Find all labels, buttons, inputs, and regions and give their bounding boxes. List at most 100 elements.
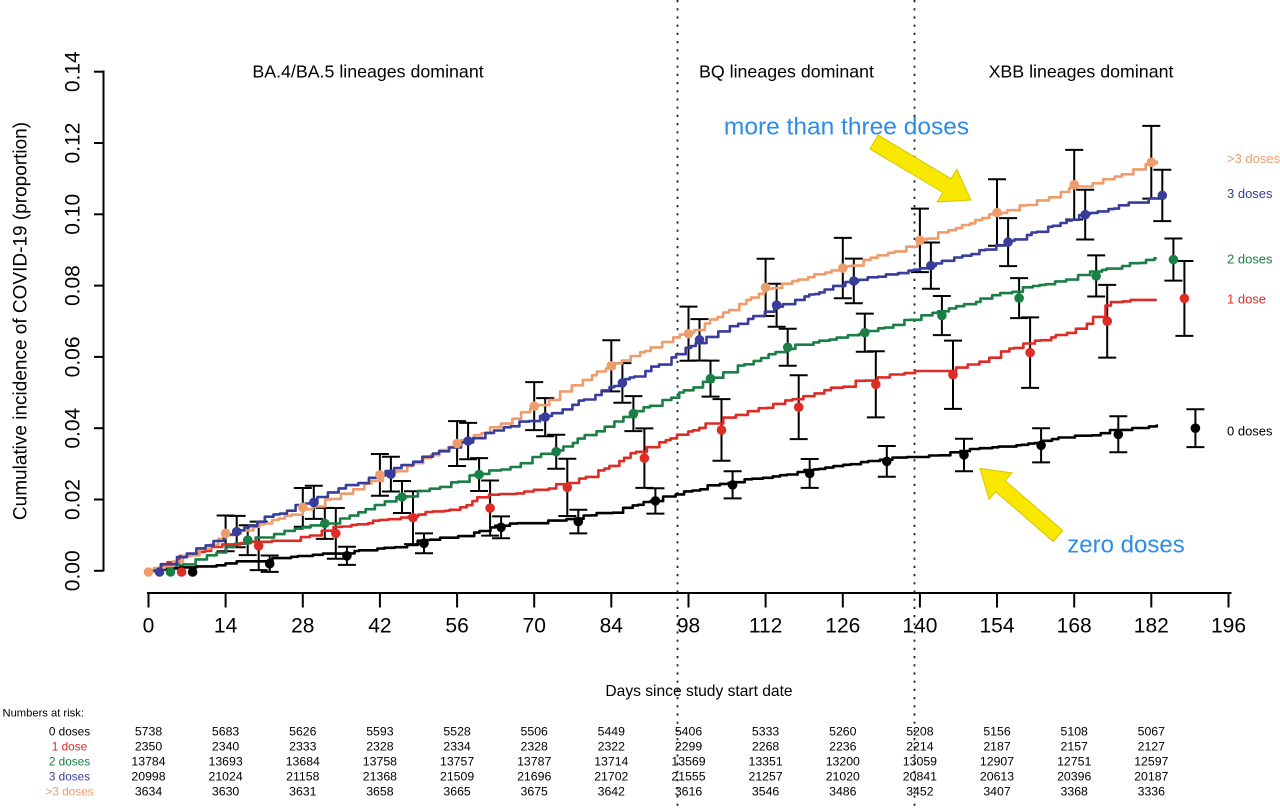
svg-text:3658: 3658 <box>366 785 394 799</box>
svg-text:3546: 3546 <box>752 785 780 799</box>
svg-text:5626: 5626 <box>289 725 317 739</box>
svg-text:168: 168 <box>1057 615 1092 638</box>
svg-text:13569: 13569 <box>671 755 705 769</box>
svg-text:1 dose: 1 dose <box>52 740 88 754</box>
svg-text:3452: 3452 <box>906 785 934 799</box>
svg-text:5683: 5683 <box>212 725 240 739</box>
svg-text:3675: 3675 <box>521 785 549 799</box>
svg-text:20841: 20841 <box>903 770 937 784</box>
svg-text:3630: 3630 <box>212 785 240 799</box>
svg-text:2268: 2268 <box>752 740 780 754</box>
svg-text:1 dose: 1 dose <box>1227 292 1266 307</box>
svg-text:XBB lineages dominant: XBB lineages dominant <box>989 62 1174 82</box>
svg-text:14: 14 <box>214 615 238 638</box>
svg-text:5449: 5449 <box>598 725 626 739</box>
svg-text:140: 140 <box>902 615 937 638</box>
svg-text:3634: 3634 <box>135 785 163 799</box>
svg-text:5208: 5208 <box>906 725 934 739</box>
svg-text:13693: 13693 <box>208 755 242 769</box>
svg-text:12751: 12751 <box>1057 755 1091 769</box>
svg-text:5108: 5108 <box>1061 725 1089 739</box>
svg-text:2334: 2334 <box>443 740 471 754</box>
svg-text:3407: 3407 <box>983 785 1011 799</box>
svg-text:zero doses: zero doses <box>1067 532 1184 559</box>
svg-text:5156: 5156 <box>983 725 1011 739</box>
svg-text:5406: 5406 <box>675 725 703 739</box>
svg-text:12597: 12597 <box>1134 755 1168 769</box>
svg-text:182: 182 <box>1134 615 1169 638</box>
svg-text:28: 28 <box>291 615 314 638</box>
svg-text:13784: 13784 <box>131 755 165 769</box>
svg-text:0.06: 0.06 <box>62 336 85 377</box>
svg-text:2187: 2187 <box>983 740 1011 754</box>
svg-text:98: 98 <box>677 615 700 638</box>
svg-text:2127: 2127 <box>1138 740 1166 754</box>
svg-text:5738: 5738 <box>135 725 163 739</box>
svg-text:5506: 5506 <box>521 725 549 739</box>
svg-text:21158: 21158 <box>286 770 319 784</box>
svg-text:21020: 21020 <box>826 770 860 784</box>
svg-text:70: 70 <box>523 615 546 638</box>
svg-text:2350: 2350 <box>135 740 163 754</box>
svg-text:13758: 13758 <box>363 755 397 769</box>
svg-text:5333: 5333 <box>752 725 780 739</box>
svg-text:0.12: 0.12 <box>62 123 85 164</box>
svg-text:84: 84 <box>600 615 624 638</box>
svg-text:2236: 2236 <box>829 740 857 754</box>
svg-text:3631: 3631 <box>289 785 317 799</box>
svg-text:21509: 21509 <box>440 770 474 784</box>
svg-text:0.08: 0.08 <box>62 265 85 306</box>
svg-text:13059: 13059 <box>903 755 937 769</box>
svg-text:13757: 13757 <box>440 755 474 769</box>
svg-text:2 doses: 2 doses <box>49 755 90 769</box>
svg-text:20187: 20187 <box>1134 770 1168 784</box>
svg-text:0.04: 0.04 <box>62 407 85 448</box>
svg-text:BQ lineages dominant: BQ lineages dominant <box>699 62 874 82</box>
svg-text:5067: 5067 <box>1138 725 1166 739</box>
svg-text:20998: 20998 <box>131 770 165 784</box>
svg-text:0.00: 0.00 <box>62 550 85 591</box>
svg-text:>3 doses: >3 doses <box>1227 151 1280 166</box>
svg-text:21702: 21702 <box>594 770 628 784</box>
svg-text:13684: 13684 <box>286 755 320 769</box>
svg-text:3642: 3642 <box>598 785 626 799</box>
svg-text:112: 112 <box>749 615 782 638</box>
svg-text:2214: 2214 <box>906 740 934 754</box>
svg-text:42: 42 <box>368 615 391 638</box>
svg-text:126: 126 <box>825 615 860 638</box>
svg-text:0.02: 0.02 <box>62 479 85 520</box>
svg-text:2 doses: 2 doses <box>1227 251 1273 266</box>
svg-text:3336: 3336 <box>1138 785 1166 799</box>
svg-text:>3 doses: >3 doses <box>45 785 93 799</box>
svg-text:21257: 21257 <box>748 770 782 784</box>
svg-text:154: 154 <box>979 615 1014 638</box>
svg-text:0.10: 0.10 <box>62 194 85 235</box>
svg-text:Cumulative incidence of COVID-: Cumulative incidence of COVID-19 (propor… <box>11 122 32 520</box>
svg-text:3 doses: 3 doses <box>49 770 90 784</box>
svg-text:13200: 13200 <box>826 755 860 769</box>
svg-text:21696: 21696 <box>517 770 551 784</box>
svg-text:3616: 3616 <box>675 785 703 799</box>
svg-text:BA.4/BA.5 lineages dominant: BA.4/BA.5 lineages dominant <box>252 62 483 82</box>
svg-text:2333: 2333 <box>289 740 317 754</box>
svg-text:2322: 2322 <box>598 740 626 754</box>
svg-text:196: 196 <box>1211 615 1246 638</box>
svg-text:3 doses: 3 doses <box>1227 186 1273 201</box>
svg-text:more than three doses: more than three doses <box>724 114 969 141</box>
svg-text:0 doses: 0 doses <box>49 725 90 739</box>
svg-text:5528: 5528 <box>443 725 471 739</box>
svg-text:2328: 2328 <box>366 740 394 754</box>
svg-text:20396: 20396 <box>1057 770 1091 784</box>
svg-text:3486: 3486 <box>829 785 857 799</box>
svg-text:21024: 21024 <box>208 770 242 784</box>
svg-text:3665: 3665 <box>443 785 471 799</box>
svg-text:0.14: 0.14 <box>62 51 85 92</box>
svg-text:56: 56 <box>445 615 468 638</box>
svg-text:5260: 5260 <box>829 725 857 739</box>
svg-text:21555: 21555 <box>671 770 705 784</box>
svg-text:2328: 2328 <box>521 740 549 754</box>
svg-text:3368: 3368 <box>1061 785 1089 799</box>
svg-text:2157: 2157 <box>1061 740 1089 754</box>
svg-text:2340: 2340 <box>212 740 240 754</box>
svg-text:0 doses: 0 doses <box>1227 424 1273 439</box>
